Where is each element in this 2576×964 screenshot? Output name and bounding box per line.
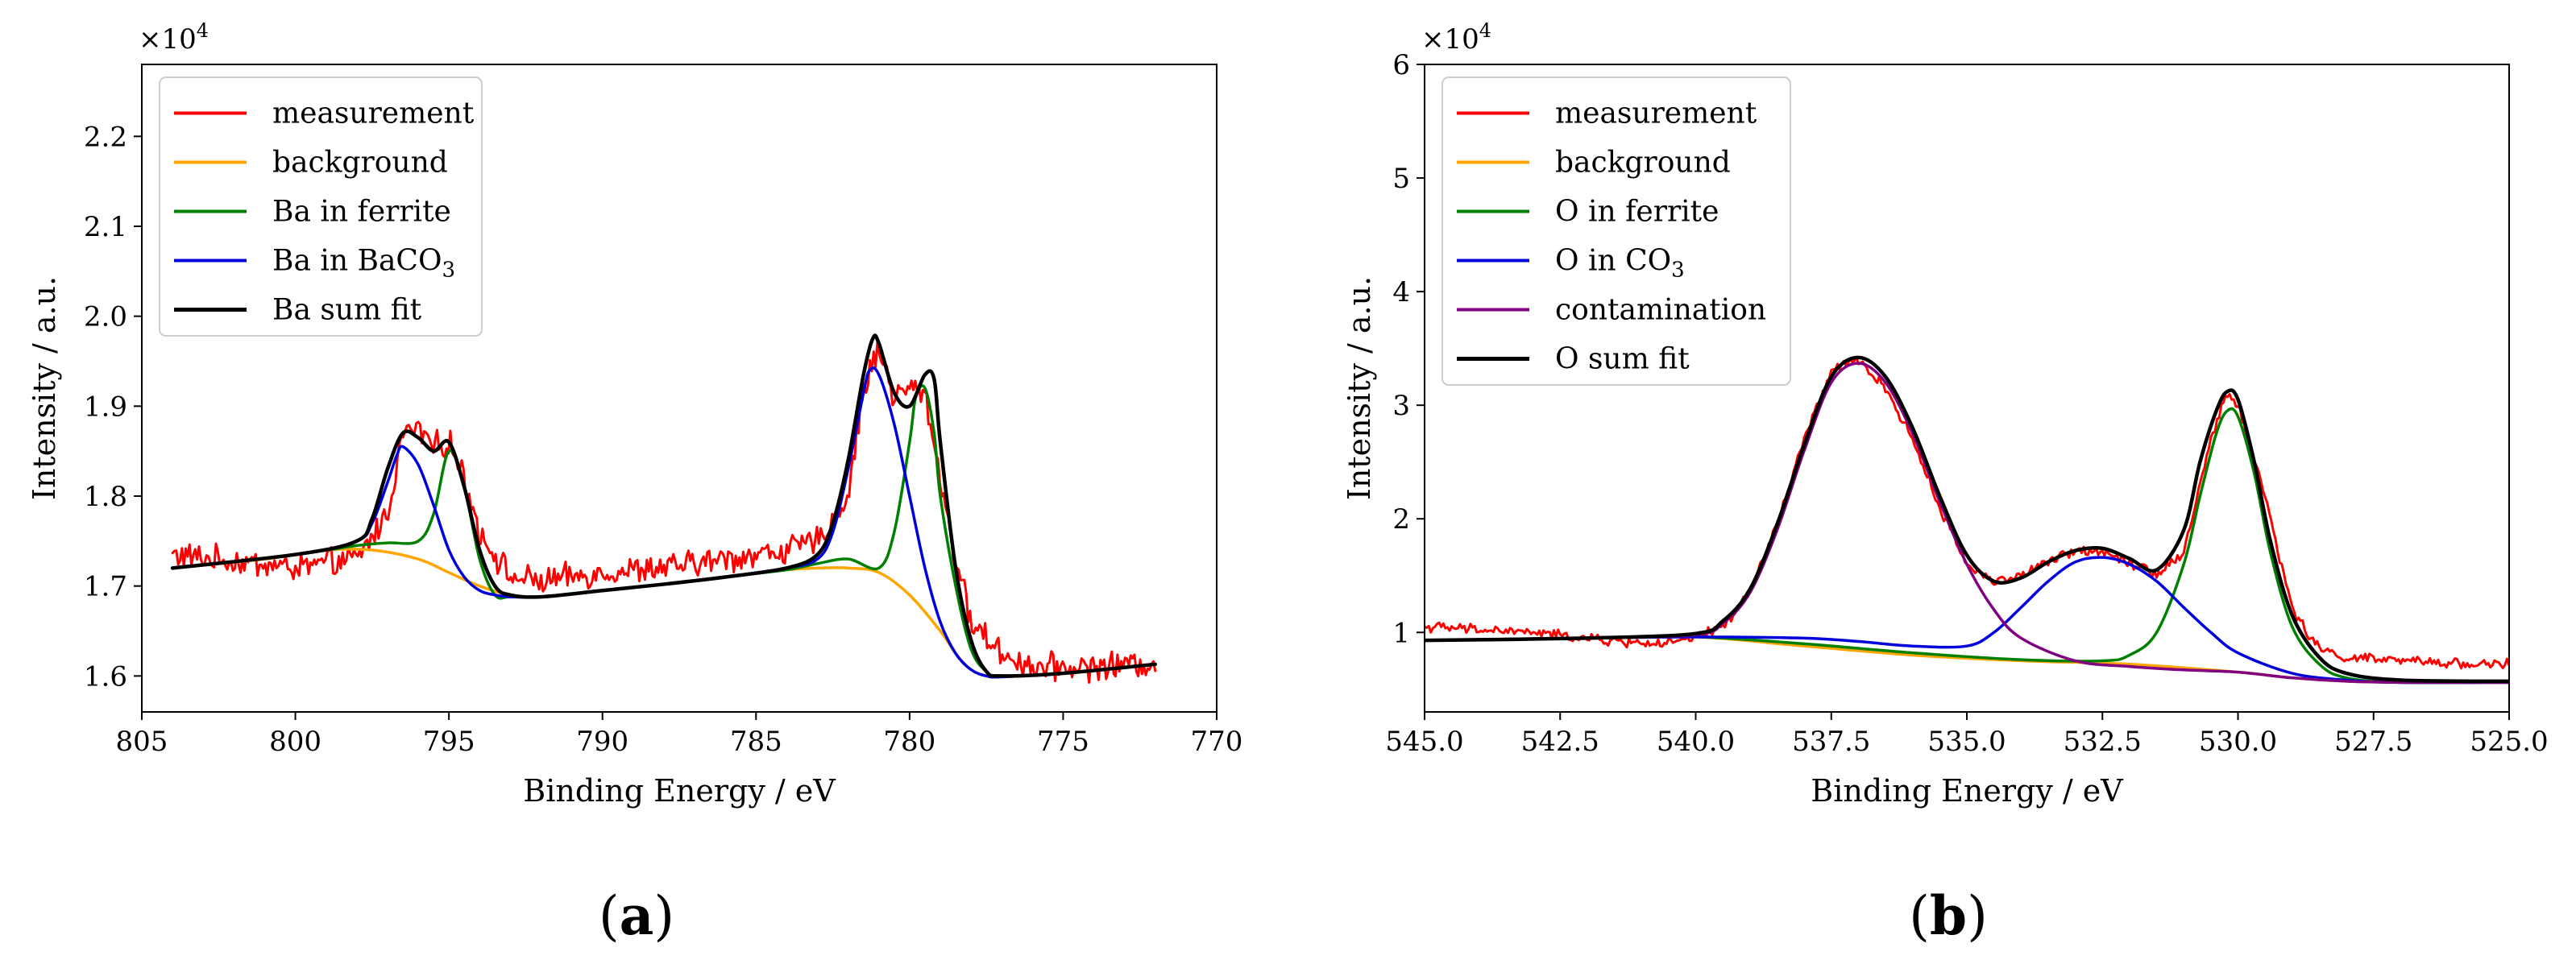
- y-multiplier-label-a: ×104: [139, 19, 209, 56]
- series-line-o-co3: [1425, 556, 2509, 685]
- x-tick-label-a: 785: [730, 726, 782, 758]
- chart-panel-a: 805 800 795 790 785 780 775 770 1.6 1.7 1.8 1.9 2.0…: [27, 19, 1242, 947]
- legend-label-ba-ferrite: Ba in ferrite: [272, 196, 451, 229]
- chart-panel-b: 545.0 542.5 540.0 537.5 535.0 532.5 530.0 527.5…: [1342, 19, 2549, 947]
- y-tick-label-a: 1.8: [84, 481, 127, 513]
- x-tick-label-b: 542.5: [1521, 726, 1599, 758]
- legend-b: measurement background O in ferrite O in CO…: [1441, 77, 1791, 386]
- panel-label-b: (b): [1909, 884, 1988, 947]
- x-tick-label-b: 532.5: [2064, 726, 2142, 758]
- y-tick-label-b: 5: [1392, 163, 1410, 195]
- legend-label-o-ferrite: O in ferrite: [1555, 196, 1719, 229]
- x-tick-label-a: 800: [269, 726, 321, 758]
- x-ticks-b: 545.0 542.5 540.0 537.5 535.0 532.5 530.0 527.5…: [1385, 712, 2549, 758]
- y-tick-label-b: 3: [1392, 390, 1410, 422]
- x-tick-label-b: 537.5: [1792, 726, 1870, 758]
- legend-label-measurement: measurement: [272, 97, 475, 130]
- series-line-o-ferrite: [1425, 407, 2509, 685]
- x-tick-label-a: 790: [576, 726, 628, 758]
- legend-label-o-sum: O sum fit: [1555, 343, 1690, 376]
- y-tick-label-a: 2.0: [84, 301, 127, 333]
- x-tick-label-b: 545.0: [1385, 726, 1463, 758]
- legend-box-a: [159, 77, 483, 337]
- x-tick-label-a: 795: [423, 726, 475, 758]
- y-multiplier-label-b: ×104: [1421, 19, 1491, 56]
- y-tick-label-a: 1.9: [84, 391, 127, 423]
- y-tick-label-a: 2.2: [84, 121, 127, 153]
- y-ticks-b: 1 2 3 4 5 6: [1392, 49, 1425, 649]
- series-layer-b: [1425, 355, 2509, 685]
- x-tick-label-a: 805: [116, 726, 168, 758]
- series-layer-a: [170, 333, 1158, 685]
- series-line-measurement: [171, 340, 1157, 685]
- legend-label-ba-baco3: Ba in BaCO3: [272, 245, 455, 283]
- legend-label-measurement: measurement: [1555, 97, 1757, 130]
- series-line-ba-sum: [170, 333, 1158, 678]
- y-multiplier-b: ×104: [1421, 19, 1491, 56]
- y-tick-label-b: 6: [1392, 49, 1410, 81]
- x-tick-label-b: 530.0: [2199, 726, 2277, 758]
- x-tick-label-b: 527.5: [2334, 726, 2412, 758]
- x-axis-label-a: Binding Energy / eV: [523, 773, 836, 809]
- x-tick-label-a: 775: [1037, 726, 1089, 758]
- plot-frame-a: [141, 64, 1217, 713]
- legend-label-contamination: contamination: [1555, 294, 1766, 327]
- x-tick-label-a: 770: [1191, 726, 1243, 758]
- y-tick-label-b: 2: [1392, 503, 1410, 536]
- legend-label-o-co3: O in CO3: [1555, 245, 1685, 283]
- y-tick-label-b: 4: [1392, 276, 1410, 308]
- y-tick-label-a: 1.6: [84, 660, 127, 693]
- x-tick-label-a: 780: [883, 726, 935, 758]
- y-ticks-a: 1.6 1.7 1.8 1.9 2.0 2.1 2.2: [84, 121, 142, 693]
- y-axis-label-a: Intensity / a.u.: [27, 276, 62, 500]
- x-tick-label-b: 535.0: [1927, 726, 2006, 758]
- legend-label-ba-sum: Ba sum fit: [272, 294, 422, 327]
- legend-a: measurement background Ba in ferrite Ba in …: [159, 77, 483, 337]
- y-tick-label-b: 1: [1392, 617, 1410, 649]
- x-tick-label-b: 540.0: [1657, 726, 1735, 758]
- x-axis-label-b: Binding Energy / eV: [1811, 773, 2123, 809]
- y-tick-label-a: 2.1: [84, 211, 127, 243]
- y-multiplier-a: ×104: [139, 19, 209, 56]
- y-axis-label-b: Intensity / a.u.: [1342, 276, 1377, 500]
- panel-label-a: (a): [599, 884, 674, 947]
- y-tick-label-a: 1.7: [84, 571, 127, 603]
- x-tick-label-b: 525.0: [2470, 726, 2548, 758]
- legend-label-background: background: [1555, 147, 1731, 180]
- series-line-o-sum: [1425, 355, 2509, 684]
- x-ticks-a: 805 800 795 790 785 780 775 770: [116, 712, 1243, 758]
- legend-label-background: background: [272, 147, 448, 180]
